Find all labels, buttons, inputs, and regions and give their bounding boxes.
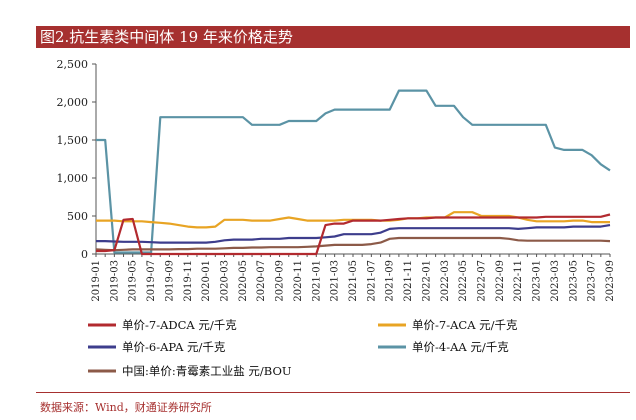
legend-label: 单价-7-ACA 元/千克 [412, 318, 518, 332]
x-tick-label: 2020-07 [256, 260, 267, 302]
x-tick-label: 2020-01 [201, 260, 212, 302]
x-tick-label: 2022-05 [458, 260, 469, 302]
series-line-3 [96, 89, 611, 254]
series-line-4 [95, 236, 611, 252]
x-tick-label: 2022-07 [477, 260, 488, 302]
x-tick-label: 2021-11 [403, 260, 414, 302]
x-tick-label: 2021-09 [385, 260, 396, 302]
x-tick-label: 2019-11 [183, 260, 194, 302]
x-tick-label: 2022-03 [440, 260, 451, 302]
x-tick-label: 2019-03 [109, 260, 120, 302]
x-tick-label: 2019-01 [91, 260, 102, 302]
x-tick-label: 2023-09 [605, 260, 616, 302]
x-tick-label: 2023-03 [550, 260, 561, 302]
y-tick-label: 1,500 [57, 134, 89, 147]
x-tick-label: 2021-01 [311, 260, 322, 302]
x-tick-label: 2022-01 [421, 260, 432, 302]
x-tick-label: 2021-03 [330, 260, 341, 302]
y-tick-label: 500 [67, 210, 88, 223]
x-tick-label: 2019-07 [146, 260, 157, 302]
x-tick-label: 2020-11 [293, 260, 304, 302]
y-tick-label: 2,500 [57, 58, 89, 71]
x-tick-label: 2022-09 [495, 260, 506, 302]
x-tick-label: 2020-05 [238, 260, 249, 302]
legend-label: 单价-4-AA 元/千克 [412, 340, 509, 354]
x-tick-label: 2023-01 [532, 260, 543, 302]
x-tick-label: 2019-09 [164, 260, 175, 302]
source-note: 数据来源：Wind，财通证券研究所 [40, 401, 212, 414]
series-line-0 [96, 213, 611, 256]
legend-label: 单价-6-APA 元/千克 [122, 340, 226, 354]
x-tick-label: 2021-05 [348, 260, 359, 302]
figure-title: 图2.抗生素类中间体 19 年来价格走势 [40, 28, 293, 46]
y-tick-label: 0 [81, 248, 88, 261]
legend-label: 中国:单价:青霉素工业盐 元/BOU [122, 364, 292, 378]
legend-label: 单价-7-ADCA 元/千克 [122, 318, 237, 332]
x-tick-label: 2020-09 [275, 260, 286, 302]
x-tick-label: 2023-07 [587, 260, 598, 302]
x-tick-label: 2019-05 [128, 260, 139, 302]
x-tick-label: 2023-05 [568, 260, 579, 302]
y-tick-label: 2,000 [57, 96, 89, 109]
x-tick-label: 2021-07 [366, 260, 377, 302]
footer-divider [36, 392, 630, 393]
x-tick-label: 2022-11 [513, 260, 524, 302]
series-line-2 [96, 224, 611, 244]
x-tick-label: 2020-03 [220, 260, 231, 302]
y-tick-label: 1,000 [57, 172, 89, 185]
figure-title-bar: 图2.抗生素类中间体 19 年来价格走势 [36, 26, 630, 48]
